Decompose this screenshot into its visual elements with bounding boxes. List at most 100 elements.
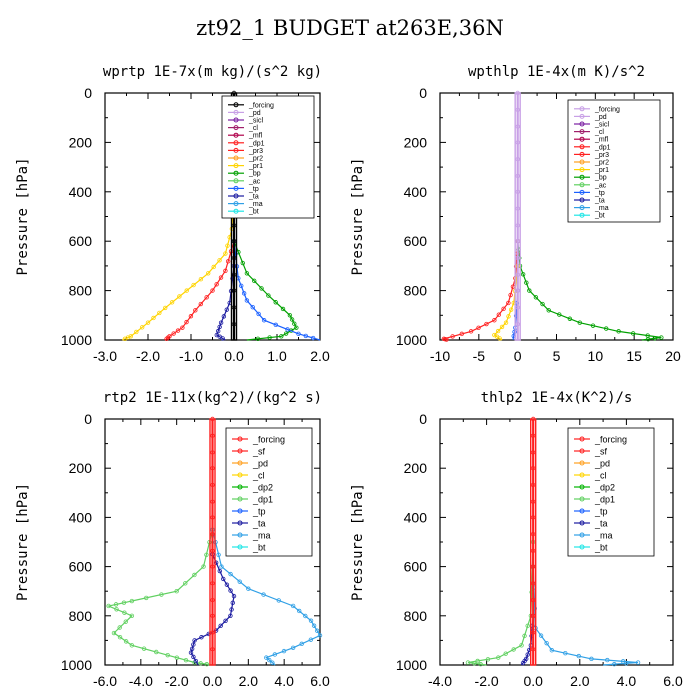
legend-entry: _pr1 bbox=[594, 167, 609, 174]
data-point bbox=[297, 608, 302, 614]
data-point bbox=[164, 336, 169, 342]
legend-marker bbox=[233, 163, 239, 169]
data-point bbox=[121, 600, 127, 605]
data-point bbox=[218, 320, 224, 325]
data-point bbox=[264, 655, 269, 660]
series-line bbox=[441, 241, 519, 341]
y-axis-label: Pressure [hPa] bbox=[15, 157, 31, 275]
data-point bbox=[522, 633, 527, 639]
y-tick-label: 800 bbox=[404, 283, 428, 299]
legend-entry: _bp bbox=[248, 171, 261, 178]
data-point bbox=[499, 324, 505, 330]
chart-panel-3: rtp2 1E-11x(kg^2)/(kg^2 s) Pressure [hPa]… bbox=[15, 390, 330, 689]
y-tick-label: 1000 bbox=[396, 657, 427, 673]
data-point bbox=[515, 140, 520, 145]
data-point bbox=[520, 272, 526, 277]
data-point bbox=[192, 572, 197, 578]
legend-entry: _ta bbox=[252, 519, 266, 529]
x-tick-label: 1.0 bbox=[267, 348, 287, 364]
data-point bbox=[314, 628, 320, 633]
data-point bbox=[531, 433, 536, 438]
data-point bbox=[308, 637, 314, 642]
legend-entry: _pd bbox=[594, 459, 610, 469]
y-axis-label: Pressure [hPa] bbox=[15, 483, 31, 601]
legend-marker bbox=[237, 436, 243, 442]
legend-entry: _sf bbox=[252, 447, 266, 457]
legend-entry: _ac bbox=[248, 178, 261, 185]
y-tick-label: 800 bbox=[69, 608, 93, 624]
y-tick-label: 1000 bbox=[396, 332, 427, 348]
data-point bbox=[183, 657, 189, 663]
data-point bbox=[317, 633, 323, 638]
data-point bbox=[199, 635, 204, 640]
chart-title: wpthlp 1E-4x(m K)/s^2 bbox=[468, 64, 645, 80]
data-point bbox=[540, 301, 545, 307]
data-point bbox=[503, 320, 509, 325]
data-point bbox=[210, 288, 215, 293]
legend-entry: _pd bbox=[594, 114, 607, 121]
legend: _forcing_pd_sicl_cl_mfl_dp1_pr3_pr2_pr1_… bbox=[567, 99, 661, 223]
legend-marker bbox=[579, 508, 585, 514]
data-point bbox=[225, 259, 231, 264]
data-point bbox=[223, 268, 228, 274]
data-point bbox=[515, 189, 520, 194]
legend-entry: _dp2 bbox=[594, 483, 615, 493]
data-point bbox=[519, 643, 524, 648]
legend-entry: _tp bbox=[248, 186, 259, 193]
data-point bbox=[285, 327, 290, 332]
y-tick-label: 1000 bbox=[61, 657, 92, 673]
forcing-band bbox=[514, 92, 521, 341]
series-line bbox=[106, 529, 214, 666]
data-point bbox=[122, 610, 127, 615]
data-point bbox=[659, 335, 664, 340]
x-tick-label: 2.0 bbox=[239, 673, 259, 689]
data-point bbox=[255, 336, 261, 342]
legend-marker bbox=[579, 189, 585, 195]
data-point bbox=[290, 603, 296, 609]
y-tick-label: 0 bbox=[84, 411, 92, 427]
data-point bbox=[266, 293, 271, 298]
data-point bbox=[515, 305, 520, 310]
data-point bbox=[123, 639, 129, 644]
data-point bbox=[515, 288, 520, 293]
legend-entry: _ta bbox=[248, 194, 259, 201]
legend-entry: _dp1 bbox=[252, 495, 273, 505]
data-point bbox=[198, 661, 203, 666]
legend-marker bbox=[579, 151, 585, 157]
data-point bbox=[188, 314, 194, 319]
data-point bbox=[531, 647, 536, 652]
x-tick-label: -10 bbox=[430, 348, 450, 364]
data-point bbox=[221, 576, 226, 582]
data-point bbox=[533, 295, 539, 300]
data-point bbox=[141, 646, 147, 651]
data-point bbox=[283, 331, 289, 336]
data-point bbox=[201, 564, 206, 569]
y-tick-label: 200 bbox=[404, 134, 428, 150]
data-point bbox=[576, 653, 581, 659]
y-tick-label: 200 bbox=[69, 134, 93, 150]
y-tick-label: 0 bbox=[419, 85, 427, 101]
legend-entry: _ma bbox=[248, 201, 263, 208]
legend-entry: _bt bbox=[248, 209, 259, 216]
data-point bbox=[506, 314, 511, 319]
data-point bbox=[604, 326, 609, 331]
legend-marker bbox=[579, 532, 585, 538]
data-point bbox=[508, 292, 513, 298]
data-point bbox=[117, 635, 123, 640]
legend: _forcing_pd_sicl_cl_mfl_dp1_pr3_pr2_pr1_… bbox=[221, 95, 315, 219]
legend-marker bbox=[579, 129, 585, 135]
data-point bbox=[129, 613, 135, 618]
data-point bbox=[134, 329, 139, 335]
x-tick-label: 4.0 bbox=[617, 673, 637, 689]
data-point bbox=[259, 286, 264, 291]
data-point bbox=[228, 588, 233, 593]
data-point bbox=[294, 325, 299, 330]
data-point bbox=[589, 656, 594, 662]
series-line bbox=[517, 241, 662, 341]
x-tick-label: 10 bbox=[588, 348, 604, 364]
data-point bbox=[508, 307, 514, 312]
data-point bbox=[303, 333, 309, 339]
legend-marker bbox=[233, 132, 239, 138]
data-point bbox=[616, 329, 621, 334]
data-point bbox=[531, 613, 536, 618]
